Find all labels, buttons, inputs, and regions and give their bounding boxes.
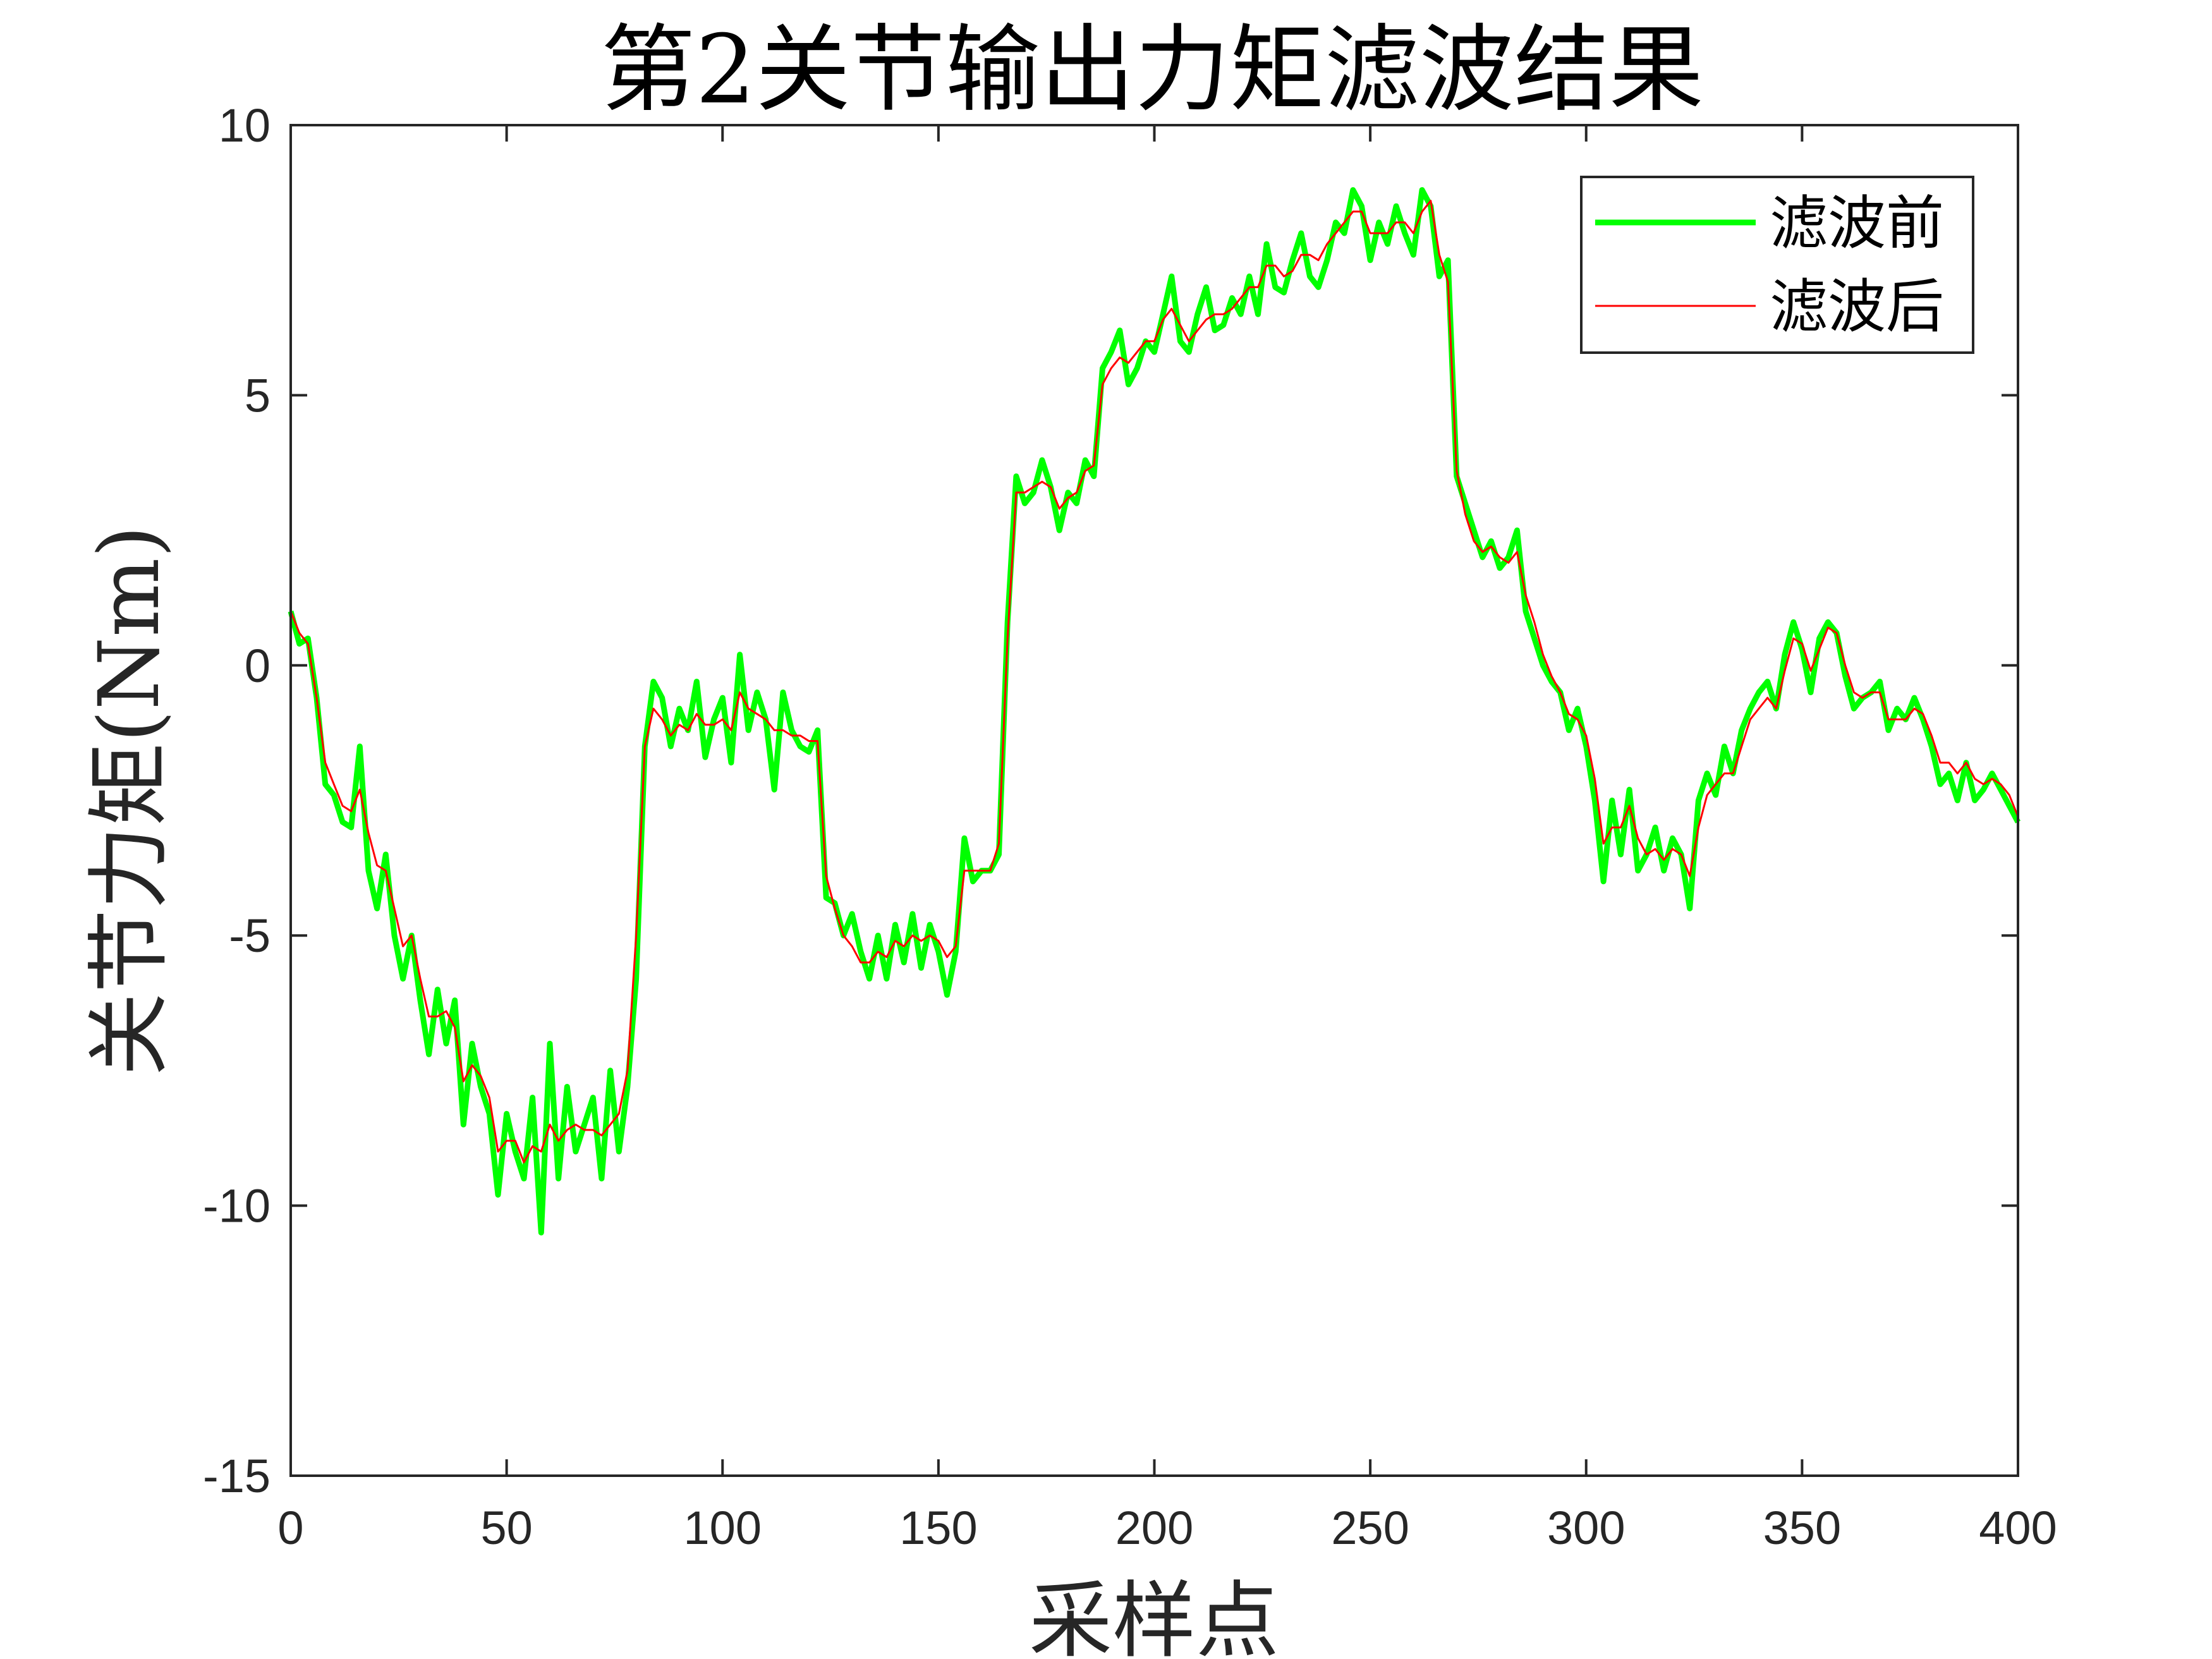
x-tick-label: 100 — [684, 1502, 762, 1554]
y-tick-label: 0 — [245, 640, 270, 692]
x-tick-label: 50 — [480, 1502, 532, 1554]
x-axis-label: 采样点 — [1029, 1572, 1279, 1659]
x-tick-label: 400 — [1979, 1502, 2057, 1554]
legend-box — [1580, 176, 1974, 354]
x-tick-label: 250 — [1331, 1502, 1409, 1554]
x-tick-label: 350 — [1763, 1502, 1841, 1554]
y-tick-label: 10 — [219, 99, 270, 152]
y-tick-label: -10 — [203, 1180, 270, 1232]
y-tick-label: -15 — [203, 1450, 270, 1502]
series-layer — [288, 187, 2021, 1236]
legend: 滤波前 滤波后 — [1580, 176, 1974, 354]
x-tick-label: 0 — [277, 1502, 303, 1554]
series-line-0 — [288, 187, 2021, 1236]
x-tick-label: 200 — [1115, 1502, 1193, 1554]
x-tick-label: 300 — [1547, 1502, 1625, 1554]
legend-label-after: 滤波后 — [1770, 273, 1944, 341]
x-axis: 0 50 100 150 200 250 300 350 400 — [277, 125, 2057, 1554]
legend-label-before: 滤波前 — [1770, 190, 1944, 257]
series-line-1 — [289, 200, 2019, 1164]
y-tick-label: 5 — [245, 369, 270, 422]
y-axis-label: 关节力矩(Nm) — [81, 525, 178, 1076]
x-tick-label: 150 — [899, 1502, 977, 1554]
y-tick-label: -5 — [229, 909, 270, 962]
y-axis: -15 -10 -5 0 5 10 — [203, 99, 2018, 1502]
chart-title: 第2关节输出力矩滤波结果 — [600, 15, 1703, 125]
